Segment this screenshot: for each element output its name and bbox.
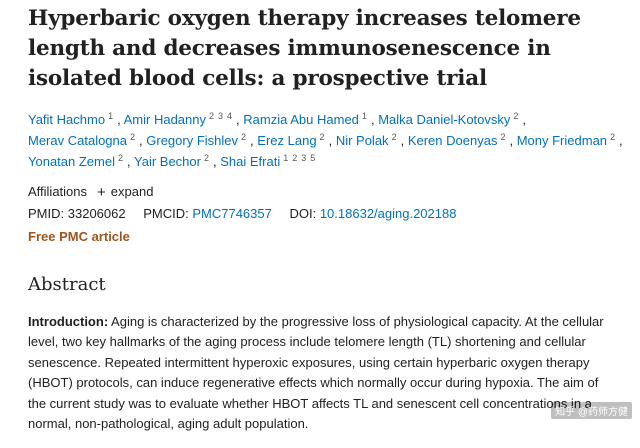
affiliation-number[interactable]: 2	[610, 131, 616, 142]
affiliation-number[interactable]: 5	[310, 152, 316, 163]
affiliation-number[interactable]: 2	[292, 152, 298, 163]
author-name-link[interactable]: Yafit Hachmo	[28, 112, 106, 127]
author-affiliation-numbers[interactable]: 2	[118, 153, 127, 163]
author-name-link[interactable]: Merav Catalogna	[28, 133, 127, 148]
author-name-link[interactable]: Mony Friedman	[516, 133, 608, 148]
author-name-link[interactable]: Yonatan Zemel	[28, 154, 115, 169]
author-name-link[interactable]: Ramzia Abu Hamed	[243, 112, 359, 127]
author-item: Erez Lang 2,	[257, 132, 333, 148]
author-separator: ,	[213, 154, 217, 169]
author-item: Keren Doenyas 2,	[407, 132, 514, 148]
abstract-heading: Abstract	[28, 274, 106, 295]
affiliation-number[interactable]: 2	[500, 131, 506, 142]
author-name-link[interactable]: Shai Efrati	[220, 154, 281, 169]
pmid-value: 33206062	[67, 206, 126, 221]
author-affiliation-numbers[interactable]: 2	[320, 132, 329, 142]
affiliation-number[interactable]: 2	[513, 110, 519, 121]
free-pmc-article-label: Free PMC article	[28, 229, 130, 244]
affiliation-number[interactable]: 1	[283, 152, 289, 163]
author-affiliation-numbers[interactable]: 2	[204, 153, 213, 163]
doi-label: DOI:	[289, 206, 317, 221]
affiliation-number[interactable]: 2	[319, 131, 325, 142]
author-separator: ,	[139, 133, 143, 148]
author-affiliation-numbers[interactable]: 2	[392, 132, 401, 142]
author-affiliation-numbers[interactable]: 1	[108, 111, 117, 121]
pmcid-link[interactable]: PMC7746357	[192, 206, 272, 221]
affiliation-number[interactable]: 2	[209, 110, 215, 121]
author-separator: ,	[328, 133, 333, 148]
author-item: Nir Polak 2,	[335, 132, 405, 148]
author-name-link[interactable]: Gregory Fishlev	[146, 133, 239, 148]
author-name-link[interactable]: Nir Polak	[335, 133, 389, 148]
author-item: Merav Catalogna 2,	[28, 132, 143, 148]
author-name-link[interactable]: Yair Bechor	[134, 154, 201, 169]
author-item: Yafit Hachmo 1,	[28, 111, 121, 127]
pmid-label: PMID:	[28, 206, 65, 221]
author-affiliation-numbers[interactable]: 2	[241, 132, 250, 142]
abstract-introduction: Introduction: Aging is characterized by …	[28, 312, 618, 435]
expand-label: expand	[110, 184, 154, 199]
author-item: Malka Daniel-Kotovsky 2,	[378, 111, 527, 127]
pmcid-item: PMCID: PMC7746357	[143, 206, 275, 221]
doi-link[interactable]: 10.18632/aging.202188	[319, 206, 457, 221]
author-affiliation-numbers[interactable]: 2	[130, 132, 139, 142]
affiliation-number[interactable]: 1	[361, 110, 367, 121]
watermark: 知乎 @药师方健	[551, 402, 632, 419]
author-separator: ,	[509, 133, 514, 148]
affiliation-number[interactable]: 3	[301, 152, 307, 163]
author-separator: ,	[370, 112, 375, 127]
affiliation-number[interactable]: 2	[203, 152, 209, 163]
article-page: Hyperbaric oxygen therapy increases telo…	[28, 0, 628, 448]
author-item: Yonatan Zemel 2,	[28, 153, 131, 169]
affiliation-number[interactable]: 2	[117, 152, 123, 163]
author-name-link[interactable]: Malka Daniel-Kotovsky	[378, 112, 511, 127]
author-separator: ,	[619, 133, 623, 148]
identifiers-row: PMID: 33206062 PMCID: PMC7746357 DOI: 10…	[28, 204, 628, 224]
affiliation-number[interactable]: 2	[241, 131, 247, 142]
affiliations-label: Affiliations	[28, 184, 88, 199]
author-name-link[interactable]: Keren Doenyas	[407, 133, 498, 148]
affiliation-number[interactable]: 2	[391, 131, 397, 142]
affiliation-number[interactable]: 2	[130, 131, 136, 142]
author-affiliation-numbers[interactable]: 2	[610, 132, 619, 142]
affiliation-number[interactable]: 4	[227, 110, 233, 121]
author-item: Amir Hadanny 2 3 4,	[123, 111, 240, 127]
author-separator: ,	[236, 112, 240, 127]
author-separator: ,	[117, 112, 121, 127]
author-item: Yair Bechor 2,	[134, 153, 217, 169]
author-item: Mony Friedman 2,	[516, 132, 623, 148]
affiliations-row: Affiliations + expand	[28, 182, 628, 202]
author-separator: ,	[522, 112, 527, 127]
pmcid-label: PMCID:	[143, 206, 189, 221]
author-separator: ,	[127, 154, 131, 169]
author-affiliation-numbers[interactable]: 2	[500, 132, 509, 142]
affiliation-number[interactable]: 1	[108, 110, 114, 121]
affiliation-number[interactable]: 3	[218, 110, 224, 121]
author-name-link[interactable]: Erez Lang	[257, 133, 317, 148]
article-title: Hyperbaric oxygen therapy increases telo…	[28, 6, 581, 91]
expand-affiliations-button[interactable]: + expand	[97, 182, 153, 202]
plus-icon: +	[97, 183, 106, 201]
author-name-link[interactable]: Amir Hadanny	[123, 112, 206, 127]
author-list: Yafit Hachmo 1, Amir Hadanny 2 3 4, Ramzia A…	[28, 109, 628, 172]
author-item: Shai Efrati 1 2 3 5	[220, 153, 319, 169]
introduction-text: Aging is characterized by the progressiv…	[28, 313, 604, 432]
author-affiliation-numbers[interactable]: 2	[513, 111, 522, 121]
author-affiliation-numbers[interactable]: 1	[362, 111, 371, 121]
introduction-label: Introduction:	[28, 313, 109, 329]
author-separator: ,	[400, 133, 405, 148]
author-item: Ramzia Abu Hamed 1,	[243, 111, 375, 127]
author-item: Gregory Fishlev 2,	[146, 132, 254, 148]
author-separator: ,	[250, 133, 254, 148]
pmid-item: PMID: 33206062	[28, 206, 129, 221]
doi-item: DOI: 10.18632/aging.202188	[289, 206, 456, 221]
